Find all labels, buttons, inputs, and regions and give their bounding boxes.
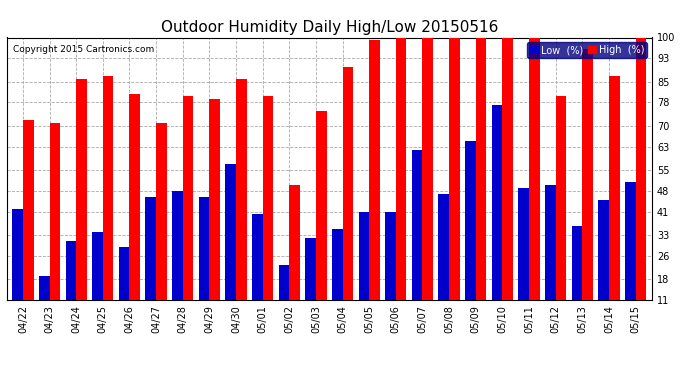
Bar — [12, 209, 23, 300]
Bar — [236, 79, 246, 300]
Bar — [465, 141, 475, 300]
Bar — [199, 197, 209, 300]
Bar — [396, 38, 406, 300]
Bar — [635, 38, 647, 300]
Bar — [209, 99, 220, 300]
Bar — [332, 229, 342, 300]
Bar — [263, 96, 273, 300]
Bar — [119, 247, 130, 300]
Bar — [50, 123, 60, 300]
Bar — [76, 79, 87, 300]
Bar — [226, 164, 236, 300]
Bar — [183, 96, 193, 300]
Bar — [422, 38, 433, 300]
Bar — [130, 93, 140, 300]
Text: Copyright 2015 Cartronics.com: Copyright 2015 Cartronics.com — [13, 45, 155, 54]
Bar — [92, 232, 103, 300]
Bar — [625, 182, 635, 300]
Bar — [492, 105, 502, 300]
Bar — [369, 40, 380, 300]
Legend: Low  (%), High  (%): Low (%), High (%) — [527, 42, 647, 58]
Bar — [438, 194, 449, 300]
Bar — [545, 185, 555, 300]
Bar — [385, 211, 396, 300]
Bar — [172, 191, 183, 300]
Bar — [359, 211, 369, 300]
Bar — [279, 265, 289, 300]
Bar — [609, 76, 620, 300]
Bar — [316, 111, 326, 300]
Bar — [156, 123, 167, 300]
Title: Outdoor Humidity Daily High/Low 20150516: Outdoor Humidity Daily High/Low 20150516 — [161, 20, 498, 35]
Bar — [529, 38, 540, 300]
Bar — [555, 96, 566, 300]
Bar — [305, 238, 316, 300]
Bar — [66, 241, 76, 300]
Bar — [502, 38, 513, 300]
Bar — [598, 200, 609, 300]
Bar — [39, 276, 50, 300]
Bar — [582, 49, 593, 300]
Bar — [518, 188, 529, 300]
Bar — [103, 76, 113, 300]
Bar — [449, 38, 460, 300]
Bar — [23, 120, 34, 300]
Bar — [342, 67, 353, 300]
Bar — [289, 185, 300, 300]
Bar — [412, 150, 422, 300]
Bar — [475, 38, 486, 300]
Bar — [146, 197, 156, 300]
Bar — [571, 226, 582, 300]
Bar — [252, 214, 263, 300]
